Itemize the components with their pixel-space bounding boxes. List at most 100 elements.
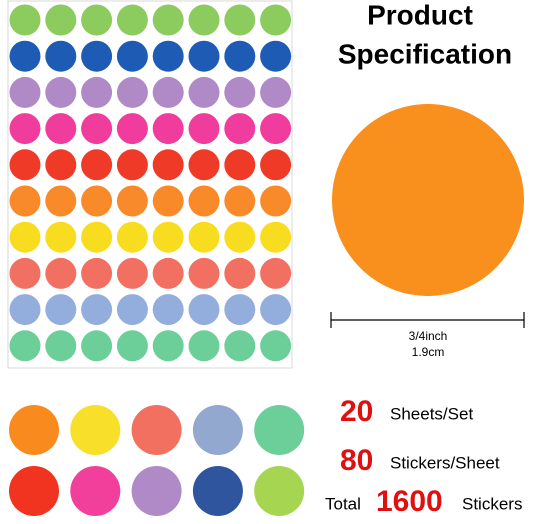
spec-unit: Stickers bbox=[462, 494, 522, 513]
sticker-dot bbox=[188, 149, 220, 181]
sticker-dot bbox=[9, 4, 41, 36]
color-swatches bbox=[9, 405, 305, 516]
sticker-dot bbox=[9, 76, 41, 108]
sticker-dot bbox=[188, 257, 220, 289]
sticker-dot bbox=[116, 185, 148, 217]
sticker-dot bbox=[260, 185, 292, 217]
sticker-dot bbox=[45, 330, 77, 362]
sticker-dot bbox=[81, 221, 113, 253]
swatch-dot bbox=[192, 466, 243, 516]
sticker-dot bbox=[188, 221, 220, 253]
sticker-dot bbox=[260, 221, 292, 253]
sticker-dot bbox=[45, 40, 77, 72]
swatch-dot bbox=[9, 405, 59, 455]
swatch-dot bbox=[254, 405, 305, 455]
sticker-dot bbox=[116, 149, 148, 181]
sticker-dot bbox=[45, 221, 77, 253]
sticker-dot bbox=[224, 76, 256, 108]
sticker-dot bbox=[224, 330, 256, 362]
sticker-dot bbox=[152, 221, 184, 253]
sticker-dot bbox=[9, 185, 41, 217]
sticker-dot bbox=[9, 257, 41, 289]
sticker-dot bbox=[81, 40, 113, 72]
sticker-dot bbox=[81, 149, 113, 181]
sticker-dot bbox=[224, 221, 256, 253]
sticker-dot bbox=[188, 185, 220, 217]
sticker-dot bbox=[152, 330, 184, 362]
swatch-dot bbox=[70, 466, 121, 516]
sticker-dot bbox=[152, 185, 184, 217]
sticker-dot bbox=[152, 40, 184, 72]
spec-prefix: Total bbox=[325, 494, 361, 513]
sticker-dot bbox=[81, 113, 113, 145]
spec-unit: Sheets/Set bbox=[390, 404, 473, 423]
sticker-dot bbox=[81, 185, 113, 217]
sticker-dot bbox=[116, 76, 148, 108]
sticker-dot bbox=[9, 221, 41, 253]
sticker-dot bbox=[81, 257, 113, 289]
sticker-dot bbox=[188, 4, 220, 36]
sticker-dot bbox=[9, 330, 41, 362]
sticker-dot bbox=[45, 294, 77, 326]
sticker-dot bbox=[188, 113, 220, 145]
sticker-dot bbox=[224, 294, 256, 326]
dimension-metric: 1.9cm bbox=[412, 345, 445, 359]
sticker-dot bbox=[152, 4, 184, 36]
sticker-dot bbox=[188, 294, 220, 326]
sheet-dots bbox=[9, 4, 292, 362]
sticker-dot bbox=[45, 149, 77, 181]
sticker-dot bbox=[81, 4, 113, 36]
sticker-dot bbox=[9, 113, 41, 145]
sticker-dot bbox=[9, 294, 41, 326]
sticker-dot bbox=[188, 40, 220, 72]
sticker-dot bbox=[260, 149, 292, 181]
sticker-dot bbox=[224, 113, 256, 145]
sticker-dot bbox=[45, 76, 77, 108]
sticker-dot bbox=[116, 221, 148, 253]
swatch-dot bbox=[131, 405, 182, 455]
sticker-dot bbox=[45, 257, 77, 289]
sticker-dot bbox=[188, 330, 220, 362]
sticker-dot bbox=[188, 76, 220, 108]
swatch-dot bbox=[192, 405, 243, 455]
sticker-dot bbox=[81, 76, 113, 108]
sticker-dot bbox=[260, 330, 292, 362]
sticker-dot bbox=[116, 40, 148, 72]
spec-number: 1600 bbox=[376, 485, 443, 518]
sticker-dot bbox=[224, 257, 256, 289]
sticker-dot bbox=[152, 149, 184, 181]
sticker-dot bbox=[260, 294, 292, 326]
sticker-dot bbox=[116, 113, 148, 145]
sticker-dot bbox=[224, 149, 256, 181]
size-sample bbox=[332, 104, 524, 296]
sticker-dot bbox=[45, 185, 77, 217]
sticker-dot bbox=[152, 257, 184, 289]
swatch-dot bbox=[70, 405, 121, 455]
sticker-dot bbox=[260, 257, 292, 289]
sticker-dot bbox=[81, 294, 113, 326]
sticker-dot bbox=[224, 40, 256, 72]
swatch-dot bbox=[254, 466, 305, 516]
sticker-dot bbox=[116, 257, 148, 289]
sticker-dot bbox=[116, 4, 148, 36]
sticker-dot bbox=[45, 4, 77, 36]
sticker-dot bbox=[9, 40, 41, 72]
spec-unit: Stickers/Sheet bbox=[390, 453, 500, 472]
dimension-imperial: 3/4inch bbox=[409, 329, 448, 343]
swatch-dot bbox=[131, 466, 182, 516]
sticker-dot bbox=[260, 76, 292, 108]
sticker-dot bbox=[152, 113, 184, 145]
title-line: Specification bbox=[338, 38, 512, 69]
title-line: Product bbox=[367, 0, 473, 30]
sticker-dot bbox=[224, 185, 256, 217]
spec-number: 20 bbox=[340, 395, 373, 428]
sticker-dot bbox=[260, 113, 292, 145]
sticker-dot bbox=[152, 294, 184, 326]
sticker-dot bbox=[116, 330, 148, 362]
spec-number: 80 bbox=[340, 444, 373, 477]
swatch-dot bbox=[9, 466, 59, 516]
sticker-dot bbox=[81, 330, 113, 362]
sticker-dot bbox=[45, 113, 77, 145]
sticker-dot bbox=[260, 4, 292, 36]
